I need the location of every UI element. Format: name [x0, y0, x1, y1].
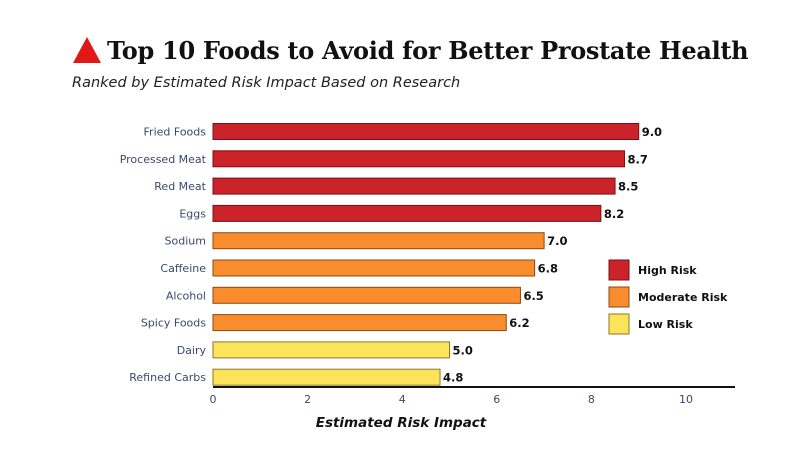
value-label: 8.7: [628, 152, 648, 166]
value-label: 9.0: [642, 125, 662, 139]
category-label: Eggs: [179, 207, 206, 220]
category-label: Red Meat: [154, 180, 206, 193]
legend-swatch-high: [608, 259, 630, 281]
x-tick-label: 6: [493, 393, 500, 406]
warning-triangle-icon: [73, 37, 101, 63]
legend-label-high: High Risk: [638, 264, 697, 277]
legend-label-moderate: Moderate Risk: [638, 291, 728, 304]
value-label: 8.2: [604, 207, 624, 221]
value-label: 4.8: [443, 371, 463, 385]
category-label: Caffeine: [160, 262, 206, 275]
bars-layer: Fried Foods 9.0 Processed Meat 8.7 Red Meat 8…: [120, 123, 662, 386]
value-label: 5.0: [453, 343, 473, 357]
bar: [212, 177, 616, 195]
category-label: Spicy Foods: [141, 317, 206, 330]
value-label: 6.5: [523, 289, 543, 303]
bar: [212, 150, 626, 168]
bar: [212, 286, 521, 304]
category-label: Fried Foods: [144, 126, 207, 139]
category-label: Refined Carbs: [129, 371, 206, 384]
bar: [212, 232, 545, 250]
value-label: 6.8: [538, 262, 558, 276]
value-label: 7.0: [547, 234, 567, 248]
legend: High Risk Moderate Risk Low Risk: [608, 259, 728, 335]
x-tick-label: 10: [679, 393, 693, 406]
bar: [212, 123, 640, 140]
x-tick-label: 2: [304, 393, 311, 406]
x-tick-label: 0: [210, 393, 217, 406]
value-label: 8.5: [618, 180, 638, 194]
legend-swatch-moderate: [608, 286, 630, 308]
chart-subtitle: Ranked by Estimated Risk Impact Based on…: [72, 75, 461, 91]
category-label: Processed Meat: [120, 153, 207, 166]
category-label: Dairy: [177, 344, 207, 357]
bar: [212, 341, 450, 359]
bar: [212, 204, 602, 222]
x-axis-label: Estimated Risk Impact: [316, 415, 487, 431]
x-tick-label: 8: [588, 393, 595, 406]
bar: [212, 314, 507, 332]
legend-label-low: Low Risk: [638, 318, 693, 331]
value-label: 6.2: [509, 316, 529, 330]
bar: [212, 368, 441, 386]
category-label: Alcohol: [166, 289, 206, 302]
category-label: Sodium: [165, 235, 206, 248]
chart-title: Top 10 Foods to Avoid for Better Prostat…: [107, 35, 749, 65]
x-tick-label: 4: [399, 393, 406, 406]
legend-swatch-low: [608, 313, 630, 335]
title-row: Top 10 Foods to Avoid for Better Prostat…: [72, 30, 749, 70]
bar: [212, 259, 536, 277]
x-axis: 0 2 4 6 8 10: [210, 386, 735, 406]
